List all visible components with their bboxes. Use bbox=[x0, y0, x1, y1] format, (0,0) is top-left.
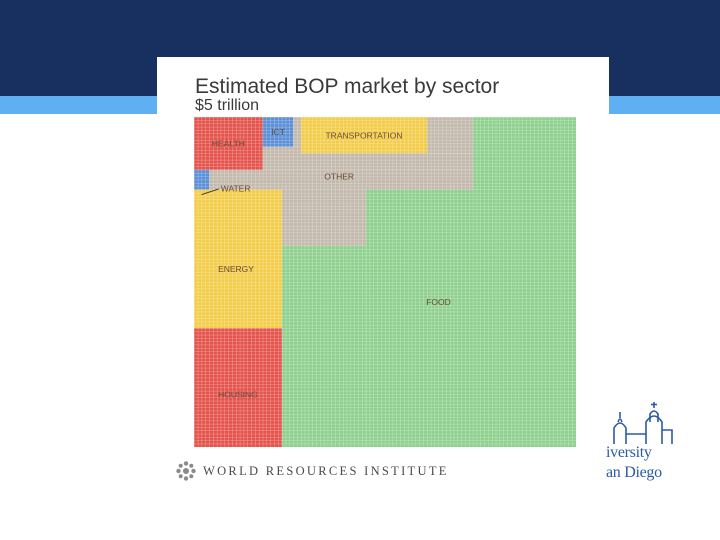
chart-card: Estimated BOP market by sector $5 trilli… bbox=[157, 57, 609, 489]
treemap-label-ict: ICT bbox=[271, 127, 285, 137]
treemap-label-health: HEALTH bbox=[212, 139, 245, 149]
wri-logo-icon bbox=[176, 461, 196, 481]
logo-text-line-1: iversity bbox=[606, 444, 652, 461]
treemap-grid: FOOD ENERGY HOUSING OTHER TRANSPORTATION HEAL… bbox=[194, 117, 576, 507]
logo-text-line-2: an Diego bbox=[606, 464, 662, 481]
treemap-label-other: OTHER bbox=[324, 172, 354, 182]
grid-overlay bbox=[194, 117, 576, 447]
treemap-label-food: FOOD bbox=[426, 297, 451, 307]
water-pointer-line bbox=[201, 188, 219, 196]
university-logo: iversity an Diego bbox=[606, 402, 678, 496]
footer-source-text: WORLD RESOURCES INSTITUTE bbox=[203, 463, 449, 478]
treemap-label-transportation: TRANSPORTATION bbox=[325, 130, 402, 140]
source-footer: WORLD RESOURCES INSTITUTE bbox=[175, 460, 449, 482]
mission-bell-tower-icon bbox=[613, 402, 673, 444]
treemap-label-housing: HOUSING bbox=[218, 390, 258, 400]
treemap-svg: FOOD ENERGY HOUSING OTHER TRANSPORTATION HEAL… bbox=[194, 117, 576, 447]
chart-title: Estimated BOP market by sector bbox=[195, 75, 500, 98]
treemap-label-energy: ENERGY bbox=[218, 264, 254, 274]
treemap-label-water: WATER bbox=[221, 183, 251, 193]
chart-subtitle: $5 trillion bbox=[195, 97, 260, 114]
